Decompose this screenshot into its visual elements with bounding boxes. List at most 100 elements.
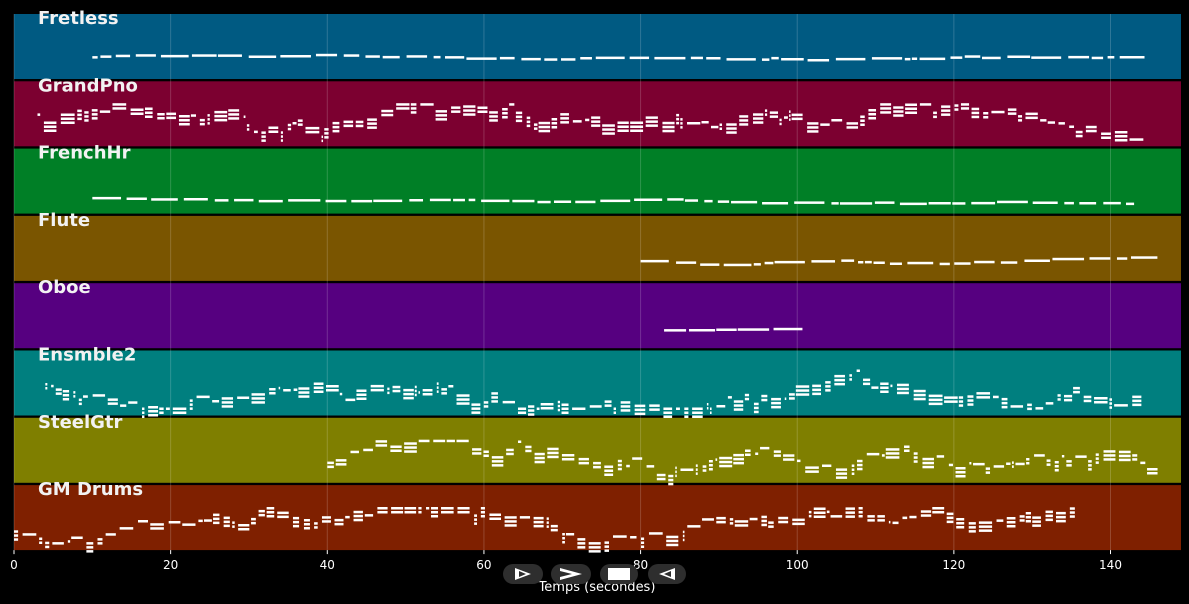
note-flute [873,261,885,264]
note-steelgtr [404,442,417,445]
note-grandpno [355,124,364,128]
note-steelgtr [578,457,589,461]
note-gm-drums [813,515,826,518]
note-gm-drums [920,510,932,513]
stop-button[interactable] [600,564,638,584]
note-grandpno [526,120,531,124]
note-grandpno [1085,129,1097,133]
note-steelgtr [375,444,388,447]
note-ensmble2 [142,415,145,418]
note-grandpno [463,113,476,116]
note-grandpno [84,119,89,122]
note-ensmble2 [744,397,750,401]
note-steelgtr [617,467,622,471]
note-fretless [771,56,779,60]
note-gm-drums [353,514,363,518]
note-fretless [1007,55,1031,58]
note-ensmble2 [706,407,709,410]
note-grandpno [207,118,210,121]
note-gm-drums [588,542,601,545]
note-steelgtr [327,465,334,469]
note-grandpno [971,115,980,119]
note-fretless [406,55,428,58]
note-fretless [904,57,911,61]
note-ensmble2 [1114,404,1128,407]
note-grandpno [1101,132,1111,135]
note-ensmble2 [62,394,70,397]
note-gm-drums [734,520,749,523]
note-ensmble2 [634,404,646,408]
play-button[interactable] [503,564,543,584]
note-steelgtr [456,439,469,443]
note-gm-drums [968,530,976,533]
note-steelgtr [1066,460,1072,463]
note-ensmble2 [83,395,88,398]
note-ensmble2 [1035,407,1044,410]
note-gm-drums [52,542,64,545]
note-steelgtr [1054,465,1059,468]
note-grandpno [779,122,782,126]
note-steelgtr [626,464,630,468]
note-steelgtr [985,467,991,470]
x-tick-label: 120 [942,558,965,572]
note-ensmble2 [107,402,118,405]
note-gm-drums [630,536,637,539]
note-ensmble2 [491,396,498,399]
note-ensmble2 [1064,394,1073,398]
note-ensmble2 [928,398,943,402]
track-label-gm-drums: GM Drums [38,479,143,500]
note-grandpno [591,124,601,127]
note-gm-drums [768,521,774,524]
note-steelgtr [702,469,707,472]
note-ensmble2 [1064,398,1073,402]
rewind-button[interactable] [648,564,686,584]
note-grandpno [435,118,448,121]
note-grandpno [268,126,279,129]
note-gm-drums [213,513,220,517]
note-steelgtr [955,475,966,478]
note-steelgtr [851,472,855,475]
note-ensmble2 [856,369,860,372]
note-gm-drums [71,536,83,539]
note-grandpno [585,118,590,122]
note-steelgtr [913,452,918,455]
note-gm-drums [334,518,344,522]
note-grandpno [676,121,680,125]
note-steelgtr [733,457,744,461]
forward-button[interactable] [551,564,591,584]
note-steelgtr [1140,461,1146,465]
note-gm-drums [418,507,422,510]
note-ensmble2 [706,403,709,406]
note-steelgtr [715,458,718,461]
note-ensmble2 [483,405,489,408]
note-ensmble2 [733,404,744,407]
note-ensmble2 [298,391,310,394]
note-ensmble2 [120,404,127,407]
note-frenchhr [1125,202,1135,206]
note-ensmble2 [1094,401,1108,404]
note-fretless [115,54,131,58]
note-gm-drums [364,514,374,517]
note-grandpno [726,127,737,130]
note-gm-drums [321,520,331,523]
note-grandpno [779,118,782,122]
note-gm-drums [404,507,417,510]
note-grandpno [451,110,461,113]
note-fretless [343,54,360,57]
lane-flute [14,215,1181,281]
note-ensmble2 [1001,401,1008,405]
note-grandpno [1007,112,1017,115]
note-grandpno [645,116,658,119]
note-gm-drums [266,507,275,510]
note-steelgtr [1147,472,1158,475]
stop-icon [608,568,630,580]
note-gm-drums [314,522,318,525]
note-fretless [706,57,721,60]
note-ensmble2 [727,396,732,399]
note-gm-drums [474,514,478,517]
note-ensmble2 [709,407,712,410]
note-gm-drums [996,519,1004,522]
note-fretless [521,57,541,61]
note-grandpno [489,115,498,118]
